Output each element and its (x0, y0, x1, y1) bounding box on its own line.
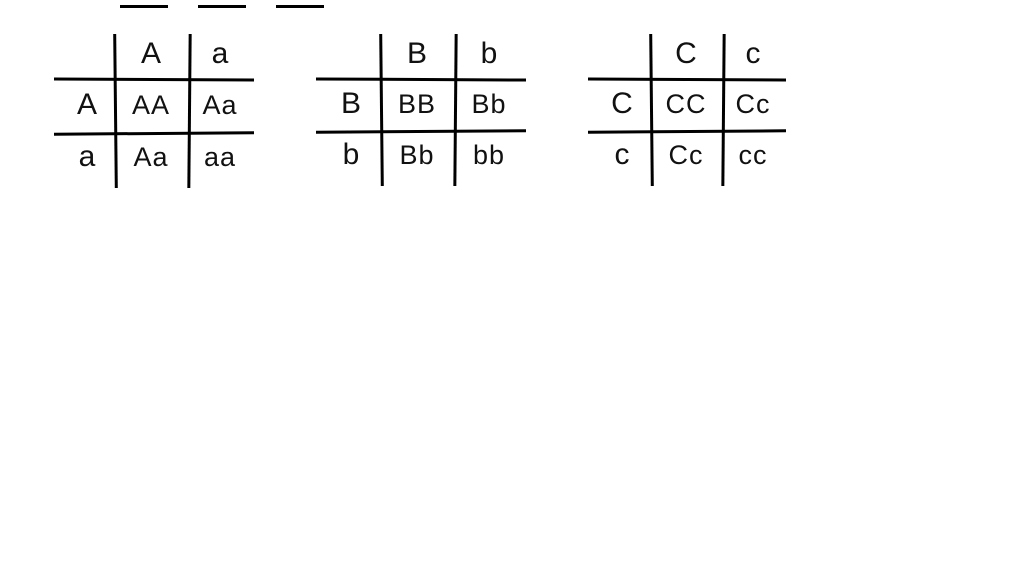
cell: CC (650, 78, 722, 130)
page: A a A AA Aa a Aa aa B b B BB Bb b Bb bb (0, 0, 1024, 576)
underline-mark (276, 0, 324, 8)
cell: Aa (114, 132, 188, 182)
punnett-square-C: C c C CC Cc c Cc cc (594, 30, 784, 180)
row-label: A (60, 78, 114, 132)
punnett-square-B: B b B BB Bb b Bb bb (322, 30, 524, 180)
punnett-square-A: A a A AA Aa a Aa aa (60, 30, 252, 182)
col-label: b (454, 30, 524, 78)
row-label: C (594, 78, 650, 130)
underline-mark (198, 0, 246, 8)
col-label: A (114, 30, 188, 78)
cell: Aa (188, 78, 252, 132)
col-label: B (380, 30, 454, 78)
corner-blank (322, 30, 380, 78)
underline-mark (120, 0, 168, 8)
header-underline-marks (120, 0, 324, 8)
cell: BB (380, 78, 454, 130)
cell: cc (722, 130, 784, 180)
corner-blank (60, 30, 114, 78)
cell: bb (454, 130, 524, 180)
col-label: a (188, 30, 252, 78)
punnett-squares-row: A a A AA Aa a Aa aa B b B BB Bb b Bb bb (60, 30, 784, 182)
cell: aa (188, 132, 252, 182)
cell: Cc (722, 78, 784, 130)
col-label: c (722, 30, 784, 78)
row-label: B (322, 78, 380, 130)
col-label: C (650, 30, 722, 78)
cell: Bb (454, 78, 524, 130)
row-label: b (322, 130, 380, 180)
corner-blank (594, 30, 650, 78)
row-label: a (60, 132, 114, 182)
cell: AA (114, 78, 188, 132)
cell: Cc (650, 130, 722, 180)
cell: Bb (380, 130, 454, 180)
row-label: c (594, 130, 650, 180)
